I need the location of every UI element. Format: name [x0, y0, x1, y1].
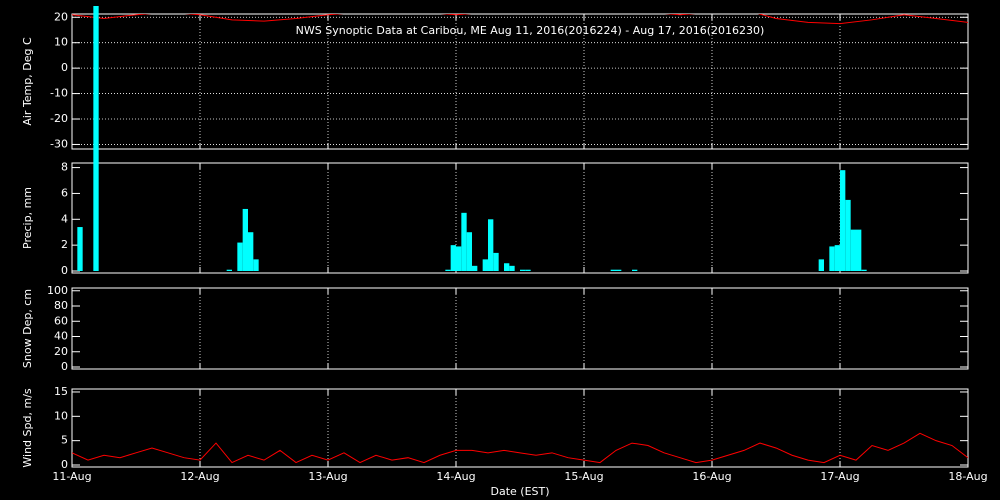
bar [616, 269, 622, 271]
bar [226, 269, 232, 271]
bar [525, 269, 531, 271]
x-tick-label: 13-Aug [308, 470, 347, 483]
line [72, 432, 968, 464]
y-tick-label: 2 [61, 238, 68, 251]
bar [77, 227, 83, 271]
x-tick-label: 15-Aug [564, 470, 603, 483]
y-tick-label: -10 [50, 87, 68, 100]
bar [493, 252, 499, 271]
bar [845, 199, 851, 271]
y-tick-label: 20 [54, 10, 68, 23]
bar [818, 259, 824, 271]
bar [466, 232, 472, 271]
y-axis-label: Air Temp, Deg C [21, 37, 34, 126]
panel-frame [71, 388, 969, 468]
y-tick-label: 5 [61, 434, 68, 447]
bar [520, 269, 526, 271]
bar [93, 6, 99, 271]
bar [450, 245, 456, 271]
y-tick-label: -20 [50, 112, 68, 125]
bar [445, 269, 451, 271]
chart-title: NWS Synoptic Data at Caribou, ME Aug 11,… [296, 24, 765, 37]
bar [482, 259, 488, 271]
x-tick-label: 16-Aug [692, 470, 731, 483]
bar [632, 269, 638, 271]
x-tick-label: 14-Aug [436, 470, 475, 483]
x-tick-label: 18-Aug [948, 470, 987, 483]
bar [509, 265, 515, 271]
bar [856, 229, 862, 271]
line [72, 14, 968, 25]
bar [456, 246, 462, 271]
bar [610, 269, 616, 271]
bar [850, 229, 856, 271]
y-tick-label: 8 [61, 161, 68, 174]
y-tick-label: -30 [50, 137, 68, 150]
y-tick-label: 0 [61, 458, 68, 471]
bar [840, 170, 846, 271]
y-tick-label: 0 [61, 360, 68, 373]
y-axis-label: Snow Dep, cm [21, 289, 34, 368]
x-axis-label: Date (EST) [490, 485, 549, 498]
y-tick-label: 60 [54, 314, 68, 327]
bar [237, 242, 243, 271]
y-axis-label: Wind Spd, m/s [21, 388, 34, 468]
x-tick-label: 17-Aug [820, 470, 859, 483]
bar [829, 246, 835, 271]
panel-frame [71, 13, 969, 150]
y-tick-label: 15 [54, 385, 68, 398]
y-tick-label: 4 [61, 212, 68, 225]
bar [861, 269, 867, 271]
bar [242, 208, 248, 271]
y-axis-label: Precip, mm [21, 187, 34, 249]
y-tick-label: 0 [61, 61, 68, 74]
bar [248, 232, 254, 271]
bar [834, 245, 840, 271]
x-tick-label: 11-Aug [52, 470, 91, 483]
x-tick-label: 12-Aug [180, 470, 219, 483]
y-tick-label: 40 [54, 330, 68, 343]
y-tick-label: 80 [54, 299, 68, 312]
y-tick-label: 10 [54, 36, 68, 49]
y-tick-label: 100 [47, 284, 68, 297]
bar [504, 263, 510, 271]
y-tick-label: 6 [61, 186, 68, 199]
y-tick-label: 20 [54, 345, 68, 358]
panel-frame [71, 287, 969, 370]
bar [253, 259, 259, 271]
y-tick-label: 10 [54, 409, 68, 422]
bar [472, 265, 478, 271]
y-tick-label: 0 [61, 264, 68, 277]
bar [461, 212, 467, 271]
bar [488, 219, 494, 271]
